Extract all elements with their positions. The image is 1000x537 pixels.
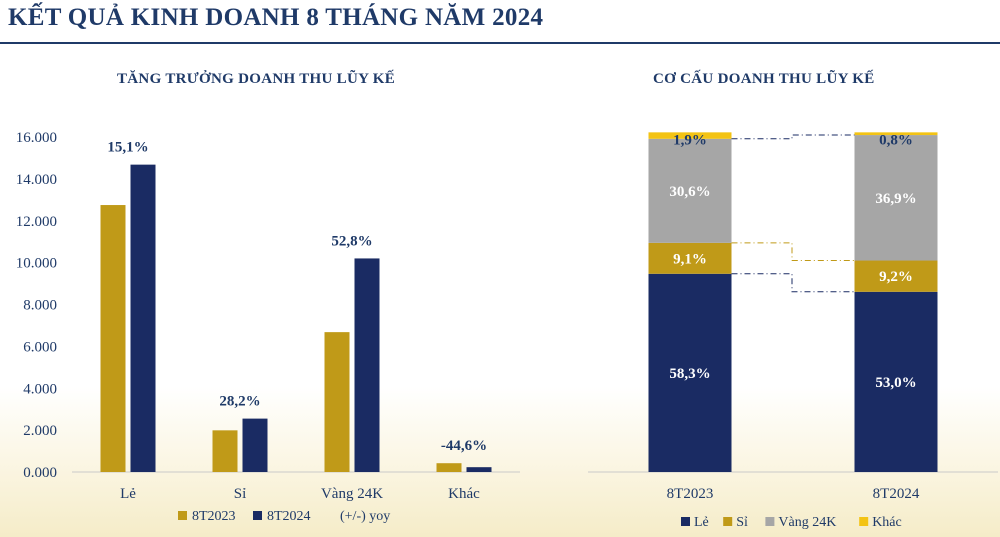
connector-line <box>731 273 855 293</box>
segment-label: 36,9% <box>875 191 916 207</box>
legend-swatch <box>253 511 262 520</box>
segment-label: 30,6% <box>669 184 710 200</box>
legend-label: Lẻ <box>694 515 709 530</box>
bar-8t2024 <box>466 467 492 472</box>
yoy-growth-label: -44,6% <box>441 438 487 454</box>
stack-segment-lẻ <box>648 273 732 472</box>
page-title: KẾT QUẢ KINH DOANH 8 THÁNG NĂM 2024 <box>8 4 544 31</box>
x-category-label: Khác <box>448 486 480 502</box>
y-tick-label: 4.000 <box>23 381 57 397</box>
stack-segment-vàng-24k <box>648 138 732 243</box>
legend-swatch <box>178 511 187 520</box>
stack-segment-vàng-24k <box>854 135 938 261</box>
legend-swatch <box>681 517 690 526</box>
segment-label: 0,8% <box>879 132 913 148</box>
y-tick-label: 10.000 <box>16 256 57 272</box>
connector-line <box>731 242 855 262</box>
yoy-growth-label: 52,8% <box>331 233 372 249</box>
segment-label: 9,2% <box>879 269 913 285</box>
legend-swatch <box>765 517 775 526</box>
growth-chart-title: TĂNG TRƯỞNG DOANH THU LŨY KẾ <box>117 71 396 87</box>
y-tick-label: 16.000 <box>16 130 57 146</box>
yoy-growth-label: 28,2% <box>219 394 260 410</box>
y-tick-label: 8.000 <box>23 298 57 314</box>
structure-chart-title: CƠ CẤU DOANH THU LŨY KẾ <box>653 71 875 87</box>
legend-label: 8T2023 <box>192 509 236 524</box>
stack-segment-sỉ <box>854 260 938 292</box>
y-tick-label: 12.000 <box>16 214 57 230</box>
bar-8t2023 <box>100 205 126 472</box>
bar-8t2024 <box>354 258 380 472</box>
y-tick-label: 6.000 <box>23 339 57 355</box>
bar-8t2023 <box>324 332 350 472</box>
legend-swatch <box>723 517 733 526</box>
legend-label: Vàng 24K <box>778 515 836 530</box>
x-category-label: Lẻ <box>120 486 136 502</box>
x-category-label: Sỉ <box>234 486 247 502</box>
stack-segment-khác <box>854 132 938 136</box>
x-category-label: 8T2023 <box>667 486 714 502</box>
x-category-label: 8T2024 <box>873 486 920 502</box>
legend-label: Sỉ <box>736 515 748 530</box>
connector-line <box>731 134 855 140</box>
segment-label: 9,1% <box>673 251 707 267</box>
bar-8t2024 <box>130 164 156 472</box>
segment-label: 58,3% <box>669 366 710 382</box>
yoy-growth-label: 15,1% <box>107 140 148 156</box>
legend-swatch <box>859 517 869 526</box>
stack-segment-sỉ <box>648 242 732 274</box>
x-category-label: Vàng 24K <box>321 486 383 502</box>
y-tick-label: 0.000 <box>23 465 57 481</box>
stack-segment-khác <box>648 132 732 139</box>
bar-8t2023 <box>436 463 462 472</box>
bar-8t2024 <box>242 418 268 472</box>
legend-label: 8T2024 <box>267 509 311 524</box>
title-divider <box>0 42 1000 44</box>
bar-8t2023 <box>212 430 238 472</box>
legend-label: Khác <box>872 515 902 530</box>
segment-label: 1,9% <box>673 132 707 148</box>
y-tick-label: 2.000 <box>23 423 57 439</box>
stack-segment-lẻ <box>854 291 938 472</box>
legend-label: (+/-) yoy <box>340 509 390 524</box>
segment-label: 53,0% <box>875 375 916 391</box>
y-tick-label: 14.000 <box>16 172 57 188</box>
